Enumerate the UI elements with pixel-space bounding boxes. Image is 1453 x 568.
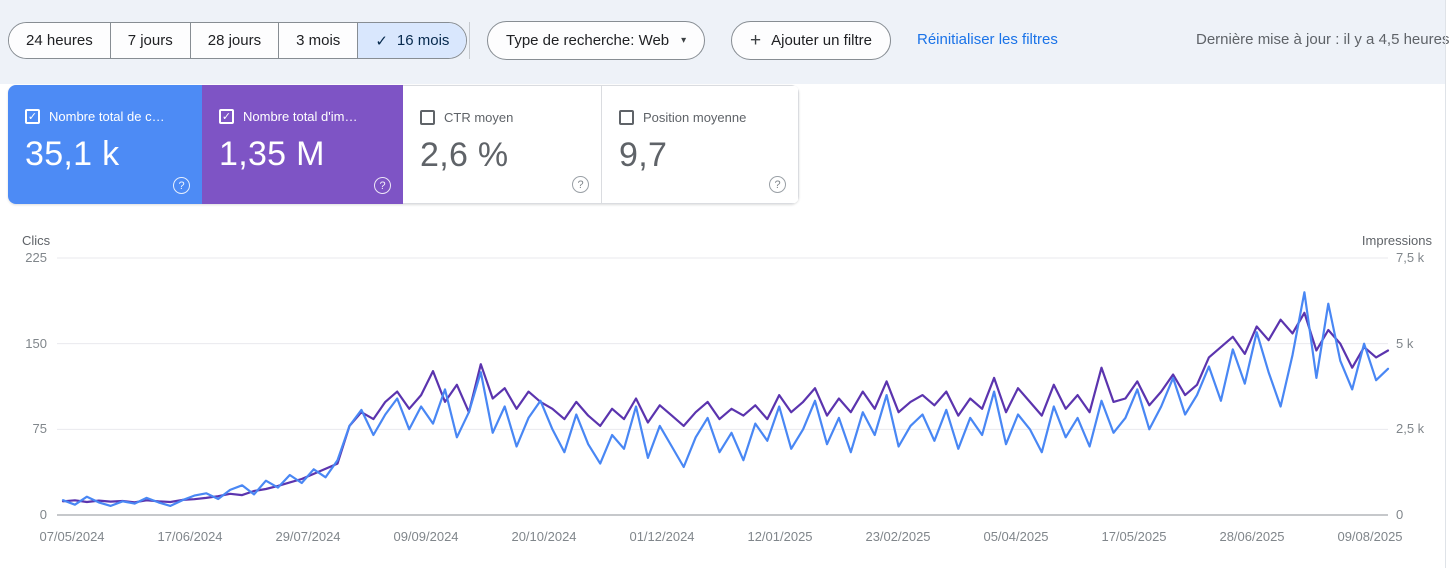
x-tick: 29/07/2024	[275, 529, 341, 544]
range-24-heures[interactable]: 24 heures	[9, 23, 111, 58]
add-filter-label: Ajouter un filtre	[771, 32, 872, 49]
clicks-line	[61, 291, 1390, 507]
left-axis-title: Clics	[22, 233, 51, 248]
checkbox-checked-icon[interactable]: ✓	[219, 109, 234, 124]
chart-plot	[57, 257, 1390, 516]
x-tick: 20/10/2024	[511, 529, 577, 544]
help-icon[interactable]: ?	[769, 176, 786, 193]
x-tick: 17/06/2024	[157, 529, 223, 544]
x-tick: 01/12/2024	[629, 529, 695, 544]
range-7-jours[interactable]: 7 jours	[110, 23, 191, 58]
left-tick: 225	[25, 250, 47, 265]
performance-chart: Clics Impressions 225 150 75 0 7,5 k 5 k…	[0, 225, 1453, 568]
card-label: Position moyenne	[643, 110, 747, 125]
plus-icon: +	[750, 29, 762, 51]
left-tick: 0	[39, 507, 47, 522]
add-filter-button[interactable]: + Ajouter un filtre	[731, 21, 891, 60]
x-tick: 17/05/2025	[1101, 529, 1167, 544]
left-tick: 150	[25, 335, 47, 351]
checkbox-unchecked-icon[interactable]: ✓	[420, 110, 435, 125]
filter-bar: 24 heures 7 jours 28 jours 3 mois ✓ 16 m…	[0, 0, 1450, 84]
card-label: CTR moyen	[444, 110, 514, 125]
help-icon[interactable]: ?	[374, 177, 391, 194]
right-tick: 5 k	[1396, 335, 1414, 351]
card-total-clicks[interactable]: ✓ Nombre total de c… 35,1 k ?	[8, 85, 202, 204]
x-tick: 28/06/2025	[1219, 529, 1285, 544]
range-3-mois[interactable]: 3 mois	[279, 23, 359, 58]
chevron-down-icon: ▾	[681, 35, 687, 46]
range-label: 16 mois	[396, 32, 450, 49]
range-label: 24 heures	[26, 32, 93, 49]
help-icon[interactable]: ?	[173, 177, 190, 194]
search-type-label: Type de recherche: Web	[506, 32, 670, 49]
checkbox-checked-icon[interactable]: ✓	[25, 109, 40, 124]
content-edge-divider	[1445, 0, 1446, 568]
avg-ctr-value: 2,6 %	[420, 136, 509, 174]
card-avg-position[interactable]: ✓ Position moyenne 9,7 ?	[601, 85, 799, 204]
range-label: 28 jours	[207, 32, 262, 49]
range-28-jours[interactable]: 28 jours	[190, 23, 280, 58]
card-avg-ctr[interactable]: ✓ CTR moyen 2,6 % ?	[403, 85, 601, 204]
range-label: 3 mois	[296, 32, 341, 49]
card-label: Nombre total de c…	[49, 109, 165, 124]
search-type-dropdown[interactable]: Type de recherche: Web ▾	[487, 21, 706, 60]
x-tick: 07/05/2024	[39, 529, 105, 544]
range-16-mois[interactable]: ✓ 16 mois	[358, 23, 467, 58]
right-tick: 7,5 k	[1396, 250, 1425, 265]
total-clicks-value: 35,1 k	[25, 135, 120, 173]
card-total-impressions[interactable]: ✓ Nombre total d'im… 1,35 M ?	[202, 85, 403, 204]
x-tick: 09/09/2024	[393, 529, 459, 544]
avg-position-value: 9,7	[619, 136, 668, 174]
reset-filters-link[interactable]: Réinitialiser les filtres	[917, 31, 1058, 48]
date-range-selector: 24 heures 7 jours 28 jours 3 mois ✓ 16 m…	[8, 22, 468, 59]
range-label: 7 jours	[127, 32, 173, 49]
metric-cards-row: ✓ Nombre total de c… 35,1 k ? ✓ Nombre t…	[8, 85, 799, 204]
left-tick: 75	[32, 421, 47, 437]
right-tick: 0	[1396, 507, 1404, 522]
x-tick: 12/01/2025	[747, 529, 813, 544]
chart-plot-area[interactable]	[57, 257, 1390, 516]
x-tick: 09/08/2025	[1337, 529, 1403, 544]
card-label: Nombre total d'im…	[243, 109, 358, 124]
right-axis-title: Impressions	[1361, 233, 1432, 248]
checkbox-unchecked-icon[interactable]: ✓	[619, 110, 634, 125]
right-tick: 2,5 k	[1396, 421, 1425, 437]
impressions-line	[61, 311, 1390, 504]
last-update-text: Dernière mise à jour : il y a 4,5 heures	[1196, 31, 1450, 48]
help-icon[interactable]: ?	[572, 176, 589, 193]
total-impressions-value: 1,35 M	[219, 135, 325, 173]
x-tick: 05/04/2025	[983, 529, 1049, 544]
toolbar-divider	[469, 22, 470, 59]
check-icon: ✓	[375, 32, 388, 50]
x-tick: 23/02/2025	[865, 529, 931, 544]
